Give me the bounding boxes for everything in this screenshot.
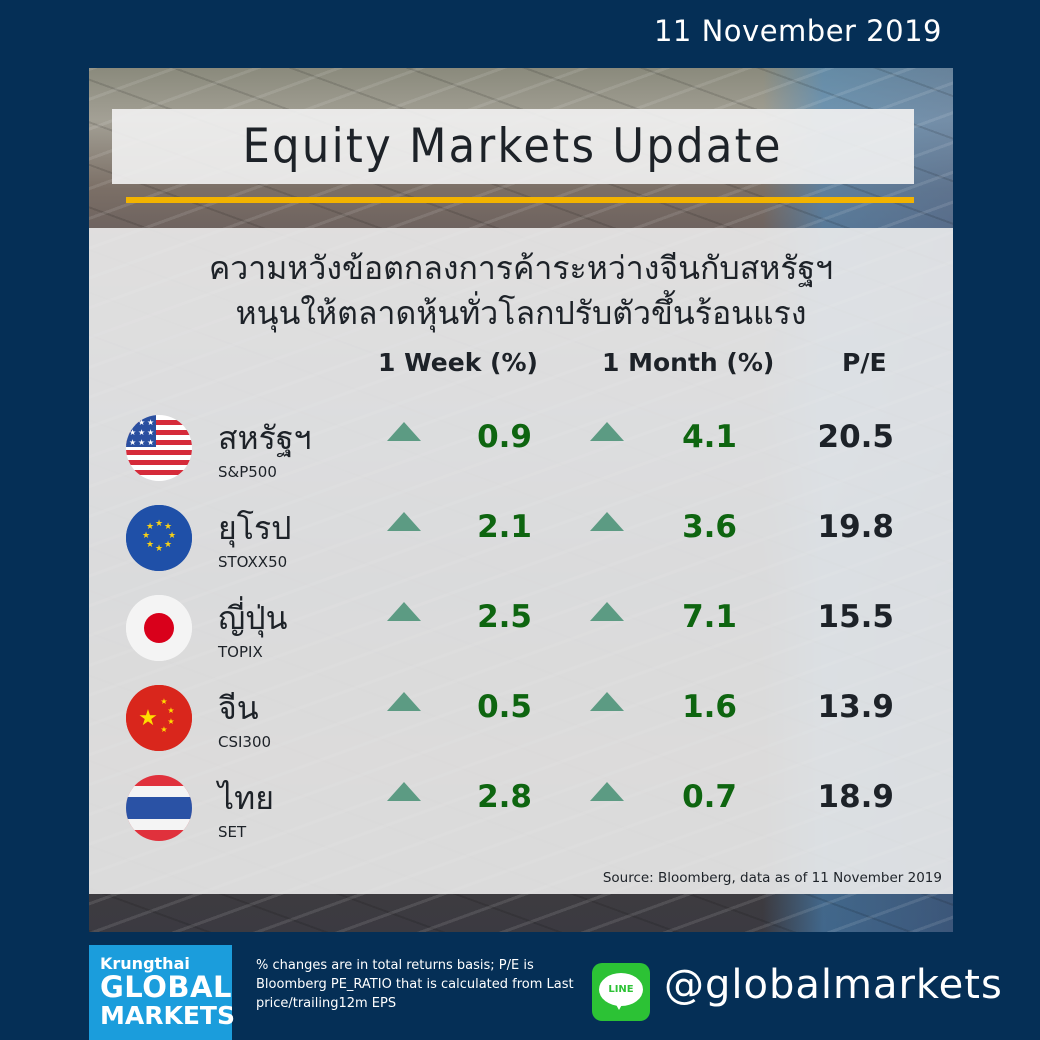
- week-change-value: 0.5: [477, 689, 532, 725]
- svg-text:★: ★: [164, 522, 172, 532]
- up-triangle-icon: [590, 422, 624, 441]
- japan-flag-icon: [126, 595, 192, 661]
- krungthai-global-markets-logo: Krungthai GLOBAL MARKETS: [89, 945, 235, 1040]
- index-name: CSI300: [218, 733, 272, 751]
- month-change-value: 7.1: [682, 599, 737, 635]
- week-change-value: 2.5: [477, 599, 532, 635]
- week-change-value: 0.9: [477, 419, 532, 455]
- logo-line-2: GLOBAL: [100, 970, 232, 1004]
- svg-text:★: ★: [146, 522, 154, 532]
- week-change-value: 2.1: [477, 509, 532, 545]
- source-note: Source: Bloomberg, data as of 11 Novembe…: [602, 870, 942, 886]
- up-triangle-icon: [387, 422, 421, 441]
- index-name: SET: [218, 823, 247, 841]
- country-name: ไทย: [218, 779, 274, 817]
- column-header-month: 1 Month (%): [602, 348, 775, 377]
- svg-text:★: ★: [146, 540, 154, 550]
- headline-line-1: ความหวังข้อตกลงการค้าระหว่างจีนกับสหรัฐฯ: [208, 249, 834, 287]
- line-app-icon[interactable]: LINE: [592, 963, 650, 1021]
- data-panel: [89, 228, 953, 894]
- week-change-value: 2.8: [477, 779, 532, 815]
- month-change-value: 4.1: [682, 419, 737, 455]
- month-change-value: 3.6: [682, 509, 737, 545]
- us-flag-icon: ★ ★ ★ ★ ★ ★ ★ ★ ★: [126, 415, 192, 481]
- table-row: ★ ★ ★ ★ ★ จีน CSI300 0.5 1.6 13.9: [0, 675, 1040, 765]
- country-name: จีน: [218, 689, 259, 727]
- svg-text:★: ★: [167, 706, 174, 715]
- svg-text:★: ★: [142, 531, 150, 541]
- up-triangle-icon: [590, 512, 624, 531]
- country-name: ยุโรป: [218, 509, 292, 547]
- title-underline-divider: [126, 197, 914, 203]
- svg-text:★: ★: [138, 438, 145, 447]
- svg-text:★: ★: [129, 428, 136, 437]
- line-handle-link[interactable]: @globalmarkets: [664, 962, 1003, 1008]
- pe-value: 19.8: [817, 509, 895, 545]
- page-title: Equity Markets Update: [242, 119, 784, 174]
- pe-value: 15.5: [817, 599, 895, 635]
- table-row: ไทย SET 2.8 0.7 18.9: [0, 765, 1040, 855]
- up-triangle-icon: [590, 692, 624, 711]
- index-name: TOPIX: [218, 643, 263, 661]
- svg-text:★: ★: [160, 725, 167, 734]
- svg-text:★: ★: [155, 544, 163, 554]
- methodology-note: % changes are in total returns basis; P/…: [256, 958, 574, 1011]
- svg-text:★: ★: [147, 438, 154, 447]
- index-name: STOXX50: [218, 553, 288, 571]
- svg-text:★: ★: [167, 717, 174, 726]
- country-name: สหรัฐฯ: [218, 419, 312, 457]
- svg-text:★: ★: [160, 697, 167, 706]
- pe-value: 20.5: [817, 419, 895, 455]
- svg-text:★: ★: [155, 519, 163, 529]
- svg-text:★: ★: [129, 418, 136, 427]
- headline: ความหวังข้อตกลงการค้าระหว่างจีนกับสหรัฐฯ…: [89, 246, 953, 336]
- up-triangle-icon: [387, 602, 421, 621]
- index-name: S&P500: [218, 463, 277, 481]
- title-banner: Equity Markets Update: [112, 109, 914, 184]
- svg-text:★: ★: [168, 531, 176, 541]
- month-change-value: 1.6: [682, 689, 737, 725]
- svg-text:★: ★: [147, 418, 154, 427]
- svg-text:★: ★: [129, 438, 136, 447]
- up-triangle-icon: [387, 512, 421, 531]
- up-triangle-icon: [590, 782, 624, 801]
- svg-text:★: ★: [138, 418, 145, 427]
- pe-value: 18.9: [817, 779, 895, 815]
- table-row: ★ ★ ★ ★ ★ ★ ★ ★ ยุโรป STOXX50 2.1 3.6 19.8: [0, 495, 1040, 585]
- column-header-week: 1 Week (%): [378, 348, 538, 377]
- country-name: ญี่ปุ่น: [218, 599, 288, 637]
- line-bubble-tail: [614, 1001, 624, 1010]
- up-triangle-icon: [387, 692, 421, 711]
- eu-flag-icon: ★ ★ ★ ★ ★ ★ ★ ★: [126, 505, 192, 571]
- up-triangle-icon: [387, 782, 421, 801]
- logo-line-3: MARKETS: [100, 1001, 235, 1030]
- column-header-pe: P/E: [842, 348, 887, 377]
- logo-line-1: Krungthai: [100, 954, 190, 973]
- svg-text:★: ★: [147, 428, 154, 437]
- china-flag-icon: ★ ★ ★ ★ ★: [126, 685, 192, 751]
- svg-text:★: ★: [164, 540, 172, 550]
- up-triangle-icon: [590, 602, 624, 621]
- thailand-flag-icon: [126, 775, 192, 841]
- svg-text:★: ★: [138, 428, 145, 437]
- pe-value: 13.9: [817, 689, 895, 725]
- table-row: ★ ★ ★ ★ ★ ★ ★ ★ ★ สหรัฐฯ S&P500 0.9 4.1 20.5: [0, 405, 1040, 495]
- month-change-value: 0.7: [682, 779, 737, 815]
- line-bubble-icon: LINE: [599, 973, 643, 1006]
- headline-line-2: หนุนให้ตลาดหุ้นทั่วโลกปรับตัวขึ้นร้อนแรง: [235, 294, 807, 332]
- line-label: LINE: [608, 984, 634, 995]
- report-date: 11 November 2019: [653, 14, 942, 48]
- svg-text:★: ★: [138, 706, 158, 731]
- table-row: ญี่ปุ่น TOPIX 2.5 7.1 15.5: [0, 585, 1040, 675]
